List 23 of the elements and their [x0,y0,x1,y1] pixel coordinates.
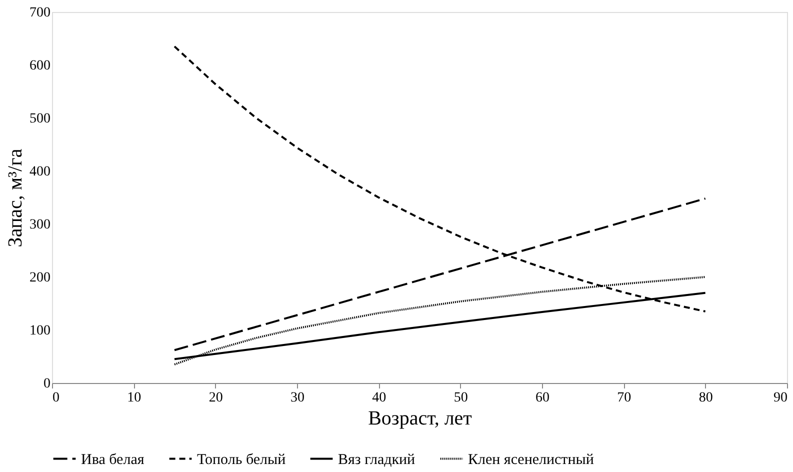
x-tick-label: 30 [290,390,304,406]
x-tick-label: 10 [127,390,142,406]
y-tick-label: 400 [30,164,50,180]
y-tick-label: 100 [30,324,50,338]
x-tick-label: 60 [536,390,550,406]
x-tick-label: 80 [698,390,713,406]
y-tick-label: 0 [44,376,50,392]
y-tick-label: 600 [30,58,50,74]
y-tick-label: 500 [30,112,50,126]
y-tick-label: 700 [30,6,50,20]
x-tick-label: 90 [774,390,788,406]
legend-label: Клен ясенелистный [468,452,594,468]
y-axis-title: Запас, м³/га [4,148,26,248]
legend-label: Тополь белый [197,452,286,468]
legend-label: Ива белая [81,452,144,468]
x-tick-label: 70 [617,390,632,406]
x-tick-label: 40 [372,390,386,406]
y-tick-label: 200 [30,270,50,286]
legend-label: Вяз гладкий [338,452,416,468]
x-tick-label: 50 [454,390,468,406]
y-tick-label: 300 [30,218,50,232]
x-tick-label: 20 [208,390,223,406]
x-axis-title: Возраст, лет [368,408,472,430]
